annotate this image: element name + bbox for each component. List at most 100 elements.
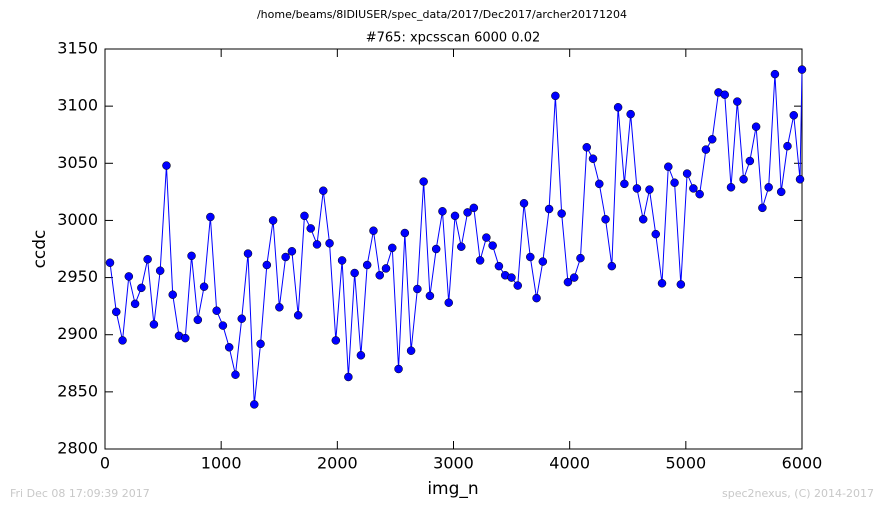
- data-point: [720, 90, 729, 99]
- data-point: [507, 273, 516, 282]
- data-point: [645, 185, 654, 194]
- data-point: [218, 321, 228, 330]
- y-tick-label: 3150: [57, 39, 98, 58]
- y-tick-label: 3050: [57, 153, 98, 172]
- data-point: [689, 184, 698, 193]
- data-point: [237, 314, 246, 323]
- data-point: [155, 266, 165, 275]
- data-point: [444, 298, 453, 307]
- data-point: [293, 311, 303, 320]
- data-point: [312, 240, 322, 249]
- data-point: [406, 346, 416, 355]
- data-point: [758, 203, 767, 213]
- data-point: [544, 204, 554, 214]
- footer-right: spec2nexus, (C) 2014-2017: [722, 487, 874, 500]
- data-point: [400, 228, 410, 238]
- y-tick-label: 2850: [57, 381, 98, 400]
- data-point: [588, 154, 598, 163]
- data-point: [394, 364, 403, 374]
- data-point: [287, 247, 297, 256]
- data-point: [519, 199, 529, 208]
- data-point: [149, 320, 159, 329]
- data-point: [595, 179, 604, 189]
- data-point: [256, 339, 265, 349]
- data-point: [425, 291, 435, 301]
- data-point: [300, 211, 309, 221]
- data-point: [797, 65, 807, 74]
- data-point: [682, 169, 692, 178]
- data-point: [664, 162, 673, 171]
- data-point: [413, 284, 422, 294]
- data-point: [105, 258, 115, 267]
- data-point: [181, 333, 190, 343]
- data-point: [538, 257, 548, 266]
- data-point: [601, 215, 610, 224]
- data-point: [381, 264, 391, 273]
- x-axis-label: img_n: [427, 479, 478, 499]
- data-point: [337, 256, 347, 265]
- data-point: [187, 251, 196, 261]
- data-point: [789, 111, 799, 120]
- data-point: [268, 216, 278, 225]
- data-point: [569, 273, 579, 282]
- data-point: [362, 260, 372, 270]
- data-point: [130, 299, 140, 309]
- data-point: [356, 351, 366, 360]
- data-point: [319, 186, 328, 195]
- data-point: [607, 261, 617, 271]
- x-tick-label: 3000: [433, 454, 474, 473]
- data-point: [783, 141, 792, 151]
- suptitle: /home/beams/8IDIUSER/spec_data/2017/Dec2…: [257, 8, 627, 21]
- data-point: [438, 207, 447, 216]
- data-point: [733, 97, 742, 106]
- chart-title: #765: xpcsscan 6000 0.02: [366, 31, 541, 46]
- y-tick-label: 2900: [57, 324, 98, 343]
- data-point: [350, 268, 359, 278]
- data-point: [388, 243, 397, 253]
- data-point: [482, 233, 491, 242]
- data-point: [243, 249, 253, 258]
- data-point: [325, 239, 334, 248]
- data-point: [281, 252, 290, 262]
- data-point: [457, 242, 466, 251]
- data-point: [739, 175, 748, 184]
- data-point: [344, 372, 353, 382]
- data-point: [199, 282, 209, 291]
- data-point: [576, 253, 585, 263]
- data-point: [212, 306, 221, 315]
- data-point: [306, 224, 315, 233]
- data-point: [776, 187, 786, 197]
- x-tick-label: 6000: [782, 454, 823, 473]
- data-point: [118, 336, 127, 345]
- data-point: [431, 244, 441, 254]
- data-point: [557, 209, 566, 218]
- data-point: [563, 277, 573, 287]
- data-point: [582, 143, 591, 152]
- data-point: [494, 261, 504, 271]
- data-point: [275, 303, 284, 312]
- data-point: [375, 271, 384, 280]
- x-tick-label: 2000: [317, 454, 358, 473]
- data-line: [109, 69, 803, 405]
- data-point: [795, 175, 805, 184]
- data-point: [162, 161, 171, 170]
- data-point: [657, 279, 667, 288]
- data-point: [369, 226, 378, 235]
- plot-frame: [104, 48, 803, 450]
- y-axis-label: ccdc: [30, 230, 50, 269]
- data-point: [112, 307, 121, 317]
- data-point: [613, 103, 623, 112]
- x-tick-label: 0: [100, 454, 110, 473]
- data-point: [463, 208, 472, 217]
- data-point: [168, 290, 177, 299]
- data-point: [124, 272, 134, 281]
- data-point: [651, 229, 660, 239]
- data-point: [701, 145, 711, 154]
- data-point: [626, 109, 635, 119]
- data-point: [419, 177, 428, 186]
- data-point: [707, 135, 717, 144]
- data-point: [224, 343, 234, 352]
- y-tick-label: 2800: [57, 439, 98, 458]
